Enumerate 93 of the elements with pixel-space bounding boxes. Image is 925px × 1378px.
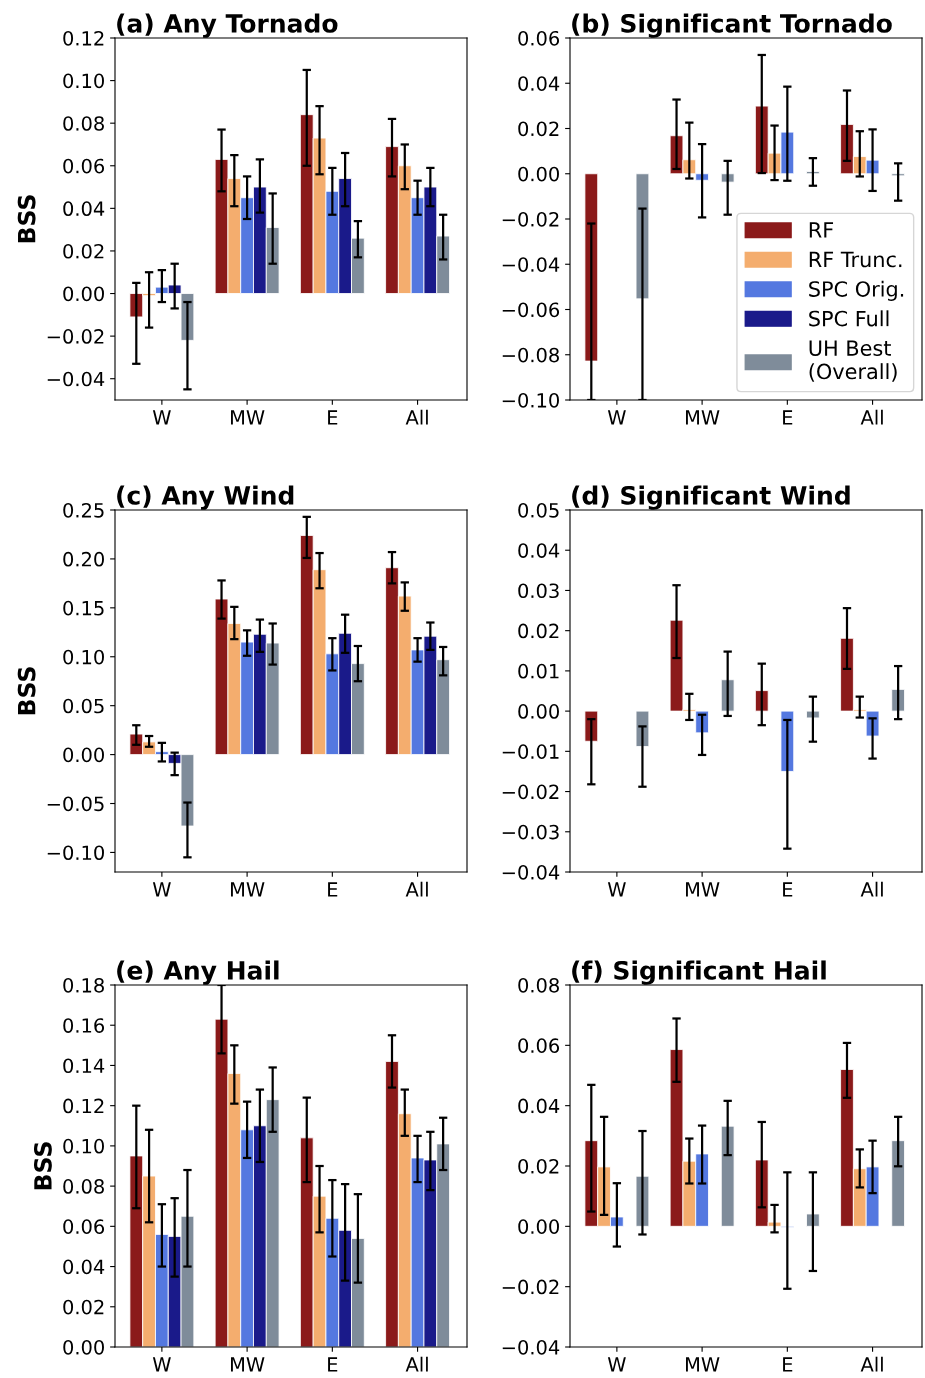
- y-tick-label: −0.04: [502, 1339, 560, 1355]
- y-tick-label: −0.04: [47, 371, 105, 387]
- y-tick-label: 0.06: [63, 1219, 105, 1234]
- y-tick-label: −0.04: [502, 257, 560, 272]
- y-tick-label: 0.05: [63, 698, 104, 714]
- x-tick-label: MW: [231, 882, 265, 897]
- x-tick-label: MW: [231, 1357, 265, 1372]
- y-tick-label: 0.14: [63, 1058, 105, 1074]
- y-tick-label: 0.00: [63, 286, 104, 302]
- x-tick-label: E: [328, 1357, 338, 1372]
- y-tick-label: 0.08: [63, 116, 104, 131]
- y-tick-label: 0.05: [518, 502, 559, 518]
- y-tick-label: −0.05: [47, 796, 104, 812]
- y-tick-label: 0.02: [518, 623, 559, 639]
- chart-title: (c) Any Wind: [117, 485, 294, 510]
- y-tick-label: 0.12: [63, 1098, 104, 1114]
- x-tick-label: W: [607, 410, 626, 425]
- y-tick-label: −0.02: [502, 784, 559, 800]
- y-tick-label: 0.06: [63, 158, 105, 174]
- x-tick-label: W: [152, 410, 171, 425]
- y-tick-label: 0.01: [518, 663, 559, 679]
- y-tick-label: 0.00: [518, 1219, 559, 1234]
- bar: [720, 1125, 735, 1227]
- y-axis-title: BSS: [17, 195, 36, 243]
- chart-title: (a) Any Tornado: [117, 13, 338, 38]
- legend-label: SPC Full: [809, 310, 889, 327]
- y-tick-label: 0.00: [518, 166, 559, 182]
- y-tick-label: −0.02: [502, 211, 559, 227]
- y-tick-label: 0.10: [63, 1138, 104, 1154]
- chart-title: (e) Any Hail: [117, 960, 279, 985]
- x-tick-label: All: [405, 409, 428, 425]
- y-tick-label: −0.03: [502, 824, 559, 840]
- x-tick-label: W: [152, 882, 171, 897]
- y-tick-label: 0.06: [518, 1038, 560, 1053]
- x-tick-label: E: [783, 1357, 793, 1372]
- x-tick-label: All: [860, 409, 883, 425]
- y-tick-label: 0.04: [63, 201, 105, 217]
- x-tick-label: All: [405, 1356, 428, 1372]
- y-tick-label: 0.16: [63, 1018, 105, 1033]
- y-tick-label: 0.12: [63, 30, 104, 46]
- y-tick-label: 0.02: [518, 1158, 559, 1174]
- y-tick-label: 0.04: [518, 543, 560, 558]
- y-tick-label: 0.20: [63, 551, 104, 567]
- legend-label: UH Best (Overall): [809, 340, 897, 382]
- y-tick-label: −0.10: [502, 392, 559, 408]
- x-tick-label: MW: [231, 410, 265, 425]
- x-tick-label: MW: [686, 882, 720, 897]
- y-tick-label: −0.02: [502, 1279, 559, 1295]
- legend-label: RF: [809, 222, 834, 238]
- y-tick-label: 0.03: [518, 583, 559, 599]
- y-tick-label: −0.02: [47, 329, 104, 344]
- y-tick-label: 0.25: [63, 502, 104, 518]
- x-tick-label: MW: [686, 1357, 720, 1372]
- x-tick-label: All: [860, 881, 883, 897]
- y-tick-label: 0.00: [518, 704, 559, 719]
- y-tick-label: 0.08: [63, 1179, 104, 1194]
- x-tick-label: MW: [686, 410, 720, 425]
- y-axis-title: BSS: [33, 1142, 52, 1190]
- chart-title: (f) Significant Hail: [572, 960, 826, 985]
- y-tick-label: 0.00: [63, 1339, 104, 1355]
- x-tick-label: E: [783, 882, 793, 897]
- x-tick-label: W: [607, 1357, 626, 1372]
- y-tick-label: −0.01: [502, 744, 559, 759]
- x-tick-label: All: [860, 1356, 883, 1372]
- y-tick-label: 0.04: [518, 76, 560, 91]
- x-tick-label: W: [152, 1357, 171, 1372]
- y-tick-label: −0.10: [47, 845, 104, 861]
- y-tick-label: 0.04: [63, 1259, 105, 1275]
- chart-title: (b) Significant Tornado: [572, 13, 892, 38]
- y-tick-label: 0.10: [63, 73, 104, 89]
- y-tick-label: −0.04: [502, 864, 560, 880]
- bar: [891, 1140, 905, 1227]
- legend-label: RF Trunc.: [809, 251, 902, 268]
- y-tick-label: −0.08: [502, 347, 559, 363]
- chart-title: (d) Significant Wind: [572, 485, 850, 510]
- y-tick-label: 0.02: [518, 121, 559, 137]
- x-tick-label: E: [328, 882, 338, 897]
- y-tick-label: 0.02: [63, 243, 104, 259]
- y-tick-label: 0.10: [63, 649, 104, 665]
- legend-label: SPC Orig.: [809, 280, 904, 301]
- y-tick-label: 0.04: [518, 1098, 560, 1114]
- y-axis-title: BSS: [17, 667, 36, 715]
- y-tick-label: 0.00: [63, 747, 104, 763]
- x-tick-label: W: [607, 882, 626, 897]
- x-tick-label: E: [328, 410, 338, 425]
- x-tick-label: All: [405, 881, 428, 897]
- y-tick-label: 0.18: [63, 977, 104, 993]
- y-tick-label: 0.02: [63, 1299, 104, 1315]
- y-tick-label: 0.15: [63, 600, 104, 616]
- y-tick-label: 0.08: [518, 977, 559, 993]
- y-tick-label: 0.06: [518, 30, 560, 46]
- x-tick-label: E: [783, 410, 793, 425]
- y-tick-label: −0.06: [502, 302, 560, 318]
